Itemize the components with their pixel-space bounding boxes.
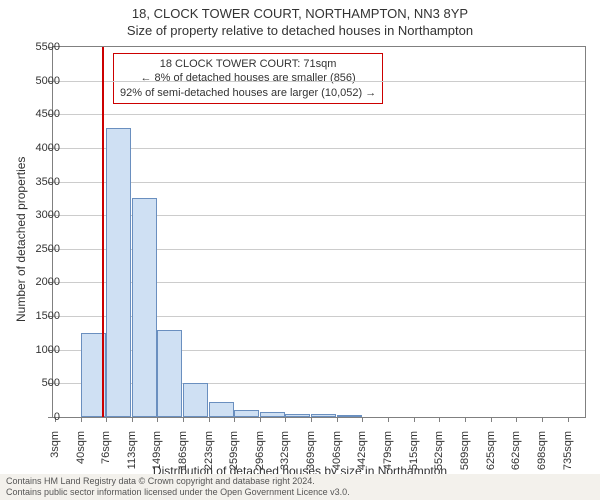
- histogram-bar: [311, 414, 336, 417]
- x-tick-mark: [260, 417, 261, 422]
- histogram-bar: [183, 383, 208, 417]
- plot-wrap: 18 CLOCK TOWER COURT: 71sqm← 8% of detac…: [52, 46, 586, 418]
- histogram-bar: [260, 412, 285, 417]
- x-tick-mark: [132, 417, 133, 422]
- x-tick-mark: [465, 417, 466, 422]
- footer-line1: Contains HM Land Registry data © Crown c…: [6, 476, 594, 487]
- marker-line: [102, 47, 104, 417]
- x-tick-mark: [157, 417, 158, 422]
- histogram-bar: [106, 128, 131, 417]
- y-tick-label: 1500: [16, 310, 60, 322]
- histogram-bar: [132, 198, 157, 417]
- histogram-bar: [337, 415, 362, 417]
- chart-title-line1: 18, CLOCK TOWER COURT, NORTHAMPTON, NN3 …: [0, 6, 600, 23]
- y-tick-label: 500: [16, 377, 60, 389]
- x-tick-mark: [234, 417, 235, 422]
- histogram-bar: [209, 402, 234, 417]
- histogram-bar: [285, 414, 310, 417]
- x-tick-mark: [491, 417, 492, 422]
- x-tick-mark: [516, 417, 517, 422]
- x-tick-mark: [285, 417, 286, 422]
- footer: Contains HM Land Registry data © Crown c…: [0, 474, 600, 500]
- footer-line2: Contains public sector information licen…: [6, 487, 594, 498]
- plot-area: 18 CLOCK TOWER COURT: 71sqm← 8% of detac…: [52, 46, 586, 418]
- x-tick-mark: [337, 417, 338, 422]
- y-tick-label: 4500: [16, 108, 60, 120]
- x-tick-mark: [209, 417, 210, 422]
- gridline: [53, 81, 585, 82]
- gridline: [53, 114, 585, 115]
- x-tick-mark: [311, 417, 312, 422]
- x-tick-mark: [414, 417, 415, 422]
- annotation-box: 18 CLOCK TOWER COURT: 71sqm← 8% of detac…: [113, 53, 383, 104]
- x-tick-mark: [439, 417, 440, 422]
- y-tick-label: 5500: [16, 41, 60, 53]
- annotation-line: ← 8% of detached houses are smaller (856…: [120, 71, 376, 85]
- x-tick-mark: [568, 417, 569, 422]
- histogram-bar: [157, 330, 182, 417]
- x-tick-mark: [362, 417, 363, 422]
- y-tick-label: 2500: [16, 243, 60, 255]
- chart-container: { "chart": { "type": "histogram", "title…: [0, 0, 600, 500]
- x-tick-mark: [542, 417, 543, 422]
- y-tick-label: 1000: [16, 344, 60, 356]
- y-tick-label: 3000: [16, 209, 60, 221]
- x-tick-mark: [81, 417, 82, 422]
- y-tick-label: 4000: [16, 142, 60, 154]
- gridline: [53, 182, 585, 183]
- x-tick-mark: [388, 417, 389, 422]
- chart-title-line2: Size of property relative to detached ho…: [0, 23, 600, 40]
- annotation-line: 92% of semi-detached houses are larger (…: [120, 86, 376, 100]
- chart-titles: 18, CLOCK TOWER COURT, NORTHAMPTON, NN3 …: [0, 0, 600, 40]
- x-tick-mark: [106, 417, 107, 422]
- histogram-bar: [234, 410, 259, 417]
- y-tick-label: 3500: [16, 176, 60, 188]
- gridline: [53, 148, 585, 149]
- y-tick-label: 0: [16, 411, 60, 423]
- y-tick-label: 5000: [16, 75, 60, 87]
- x-tick-mark: [183, 417, 184, 422]
- y-tick-label: 2000: [16, 276, 60, 288]
- annotation-line: 18 CLOCK TOWER COURT: 71sqm: [120, 57, 376, 71]
